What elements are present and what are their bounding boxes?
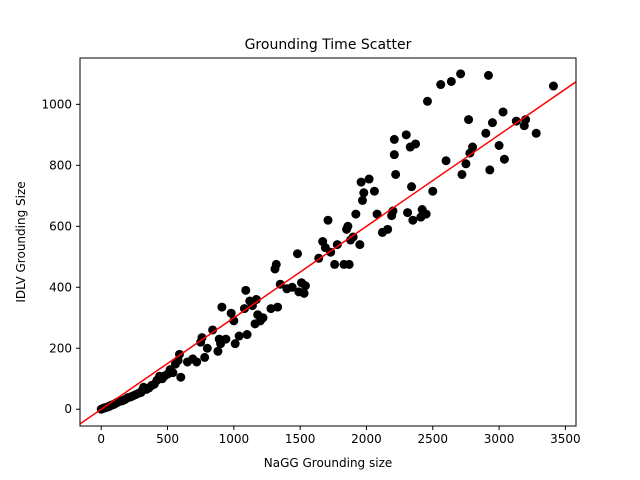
- data-point: [436, 80, 446, 90]
- data-point: [226, 308, 236, 318]
- y-tick-label: 0: [64, 402, 72, 416]
- data-point: [457, 169, 467, 179]
- data-point: [230, 339, 240, 349]
- data-point: [548, 81, 558, 91]
- data-point: [234, 331, 244, 341]
- data-point: [441, 156, 451, 166]
- data-point: [258, 313, 268, 323]
- data-point: [407, 182, 417, 192]
- data-point: [300, 281, 310, 291]
- data-point: [330, 259, 340, 269]
- y-axis: 0 200 400 600 800 1000: [41, 97, 80, 416]
- data-point: [251, 294, 261, 304]
- data-point: [356, 177, 366, 187]
- data-point: [383, 224, 393, 234]
- x-tick-label: 1500: [285, 432, 316, 446]
- x-axis: 0 500 1000 1500 2000 2500 3000 3500: [97, 426, 581, 446]
- data-point: [389, 150, 399, 160]
- data-point: [176, 372, 186, 382]
- data-point: [531, 128, 541, 138]
- data-point: [221, 334, 231, 344]
- data-point: [213, 346, 223, 356]
- data-point: [241, 285, 251, 295]
- data-point: [401, 130, 411, 140]
- data-point: [351, 209, 361, 219]
- data-point: [332, 240, 342, 250]
- data-point: [403, 208, 413, 218]
- y-tick-label: 200: [49, 341, 72, 355]
- data-point: [511, 116, 521, 126]
- data-point: [369, 186, 379, 196]
- data-point: [483, 70, 493, 80]
- data-point: [208, 325, 218, 335]
- data-point: [446, 76, 456, 86]
- data-point: [494, 141, 504, 151]
- data-point: [391, 169, 401, 179]
- reference-line: [80, 81, 576, 425]
- x-tick-label: 3500: [550, 432, 581, 446]
- data-point: [468, 142, 478, 152]
- y-tick-label: 600: [49, 219, 72, 233]
- data-point: [364, 174, 374, 184]
- data-point: [287, 282, 297, 292]
- data-point: [192, 357, 202, 367]
- data-point: [464, 115, 474, 125]
- data-point: [411, 139, 421, 149]
- data-point: [421, 209, 431, 219]
- x-tick-label: 0: [97, 432, 105, 446]
- data-point: [456, 69, 466, 79]
- data-point: [389, 134, 399, 144]
- data-point: [197, 333, 207, 343]
- data-point: [217, 302, 227, 312]
- data-point: [292, 249, 302, 259]
- data-point: [485, 165, 495, 175]
- data-point: [355, 240, 365, 250]
- data-point: [428, 186, 438, 196]
- chart-title: Grounding Time Scatter: [245, 37, 412, 53]
- data-point: [273, 302, 283, 312]
- data-point: [271, 259, 281, 269]
- x-tick-label: 2500: [417, 432, 448, 446]
- data-point: [323, 215, 333, 225]
- data-point: [499, 154, 509, 164]
- x-tick-label: 500: [156, 432, 179, 446]
- x-tick-label: 2000: [351, 432, 382, 446]
- data-point: [344, 259, 354, 269]
- data-point: [200, 352, 210, 362]
- data-point: [239, 304, 249, 314]
- plot-area: [80, 69, 576, 425]
- data-point: [408, 215, 418, 225]
- y-tick-label: 1000: [41, 97, 72, 111]
- data-point: [242, 330, 252, 340]
- x-axis-label: NaGG Grounding size: [264, 456, 393, 470]
- data-point: [498, 107, 508, 117]
- data-point: [487, 118, 497, 128]
- y-tick-label: 400: [49, 280, 72, 294]
- y-tick-label: 800: [49, 158, 72, 172]
- data-point: [168, 368, 178, 378]
- x-tick-label: 1000: [219, 432, 250, 446]
- data-point: [202, 343, 212, 353]
- data-point: [481, 128, 491, 138]
- data-point: [422, 96, 432, 106]
- plot-frame: [79, 57, 577, 427]
- data-point: [343, 221, 353, 231]
- data-point: [359, 188, 369, 198]
- x-tick-label: 3000: [484, 432, 515, 446]
- data-point: [299, 288, 309, 298]
- data-point: [357, 195, 367, 205]
- y-axis-label: IDLV Grounding Size: [14, 181, 28, 302]
- data-point: [372, 209, 382, 219]
- data-point: [461, 159, 471, 169]
